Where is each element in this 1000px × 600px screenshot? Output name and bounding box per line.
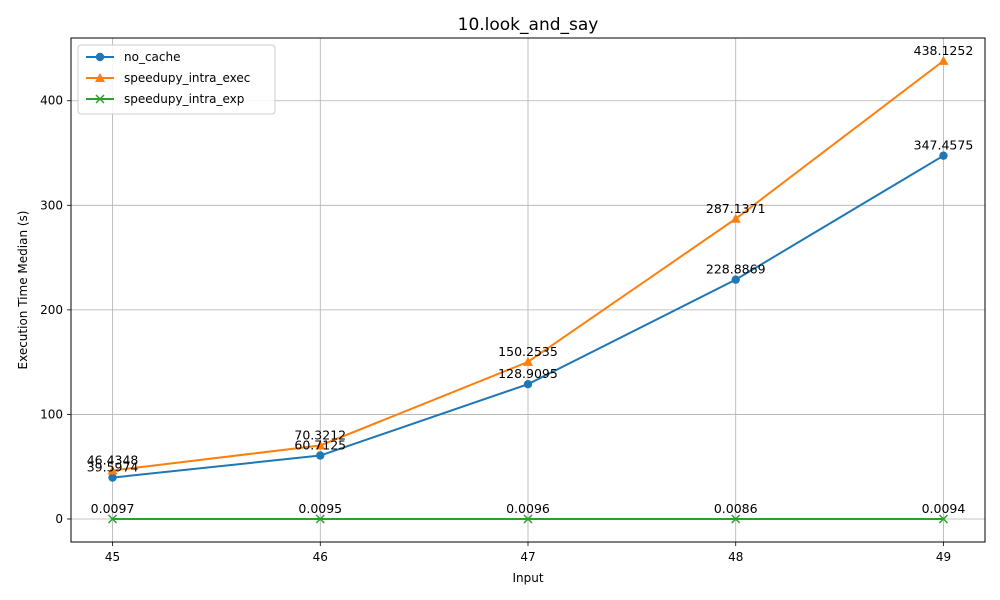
data-label: 0.0086 xyxy=(714,501,758,516)
data-point xyxy=(523,380,533,389)
x-tick-label: 49 xyxy=(936,550,951,564)
x-tick-label: 47 xyxy=(520,550,535,564)
legend: no_cache speedupy_intra_exec speedupy_intr… xyxy=(77,44,276,115)
data-point xyxy=(939,151,948,160)
series-speedupy_intra_exp xyxy=(108,514,948,524)
data-label: 70.3212 xyxy=(294,427,346,442)
data-point xyxy=(731,275,740,284)
data-point xyxy=(315,440,326,450)
x-axis-label: Input xyxy=(512,571,543,585)
y-tick-label: 300 xyxy=(40,198,63,212)
x-marker-stroke xyxy=(731,514,741,524)
data-point xyxy=(731,514,741,524)
series-layer xyxy=(107,55,949,524)
data-label: 0.0096 xyxy=(506,501,550,516)
legend-entry: speedupy_intra_exp xyxy=(86,92,244,106)
data-label: 128.9095 xyxy=(498,366,558,381)
data-point xyxy=(315,514,325,524)
data-label: 46.4348 xyxy=(87,452,139,467)
data-label: 150.2535 xyxy=(498,344,558,359)
legend-marker xyxy=(95,52,105,62)
data-label: 39.5974 xyxy=(87,460,139,475)
x-tick-label: 45 xyxy=(105,550,120,564)
data-label: 287.1371 xyxy=(706,201,766,216)
series-no_cache xyxy=(108,151,948,482)
series-speedupy_intra_exec xyxy=(107,55,949,475)
x-marker-stroke xyxy=(315,514,325,524)
data-point xyxy=(523,514,533,524)
legend-box xyxy=(77,44,276,115)
data-label: 228.8869 xyxy=(706,262,766,277)
data-point xyxy=(108,514,118,524)
data-label: 60.7125 xyxy=(294,438,346,453)
legend-label: no_cache xyxy=(124,50,180,64)
y-tick-label: 200 xyxy=(40,303,63,317)
data-point xyxy=(108,473,117,482)
y-axis-label: Execution Time Median (s) xyxy=(16,211,30,370)
data-point xyxy=(107,465,118,475)
data-label: 438.1252 xyxy=(914,43,974,58)
legend-marker xyxy=(95,94,105,104)
legend-entry: no_cache xyxy=(86,50,180,64)
x-marker-stroke xyxy=(95,94,105,104)
chart-title: 10.look_and_say xyxy=(458,15,599,35)
x-tick-label: 46 xyxy=(313,550,328,564)
data-labels: 39.5974 60.7125 128.9095 228.8869 347.4575 46… xyxy=(87,43,974,516)
y-tick-label: 100 xyxy=(40,407,63,421)
data-point xyxy=(316,451,325,460)
x-marker-stroke xyxy=(108,514,118,524)
x-tick-label: 48 xyxy=(728,550,743,564)
x-marker-stroke xyxy=(938,514,948,524)
legend-marker xyxy=(95,73,105,82)
y-tick-label: 0 xyxy=(55,512,63,526)
ticks: 45 46 47 48 49 0 100 200 300 400 xyxy=(40,94,951,564)
legend-label: speedupy_intra_exec xyxy=(124,71,250,85)
y-tick-label: 400 xyxy=(40,94,63,108)
data-label: 0.0097 xyxy=(91,501,135,516)
x-marker-stroke xyxy=(523,514,533,524)
data-label: 0.0094 xyxy=(922,501,966,516)
data-label: 0.0095 xyxy=(298,501,342,516)
data-label: 347.4575 xyxy=(914,138,974,153)
data-point xyxy=(938,55,949,65)
legend-entry: speedupy_intra_exec xyxy=(86,71,250,85)
data-point xyxy=(730,213,741,223)
data-point xyxy=(938,514,948,524)
data-point xyxy=(523,356,533,366)
legend-label: speedupy_intra_exp xyxy=(124,92,244,106)
